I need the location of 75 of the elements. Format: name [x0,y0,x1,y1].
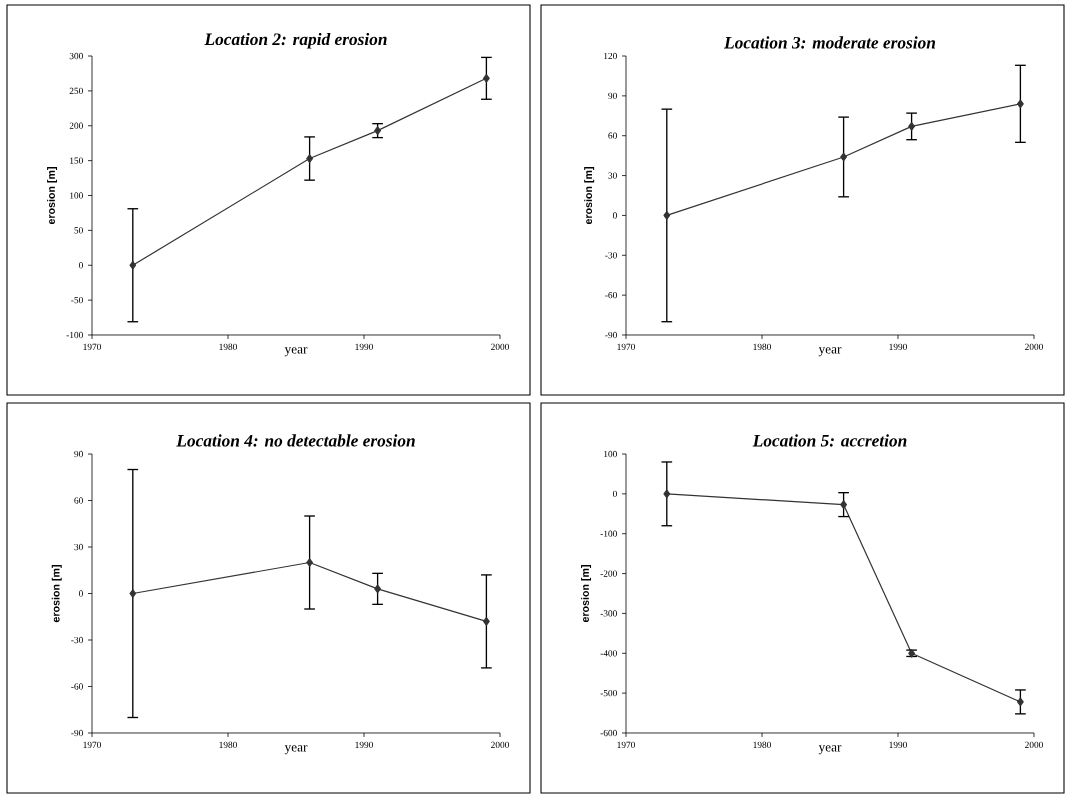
chart-title: Location 5: accretion [752,434,907,447]
y-tick-label: 50 [74,227,83,234]
y-tick-label: -30 [605,252,617,259]
point [1017,697,1024,707]
y-tick-label: -100 [66,331,83,339]
x-tick-label: 1970 [83,741,101,748]
x-tick-label: 1990 [355,741,373,748]
x-axis-title: year [818,745,842,755]
y-tick-label: -300 [600,610,617,617]
point [663,489,671,499]
point [129,260,137,270]
x-axis-title: year [284,745,308,755]
x-tick-label: 1990 [889,741,907,748]
x-tick-label: 2000 [491,741,509,748]
chart-title: Location 3: moderate erosion [723,36,936,49]
y-tick-label: -500 [600,689,617,697]
y-tick-label: -60 [71,683,83,690]
y-tick-label: 150 [70,157,83,164]
y-tick-label: 120 [604,52,617,60]
y-tick-label: -50 [71,296,83,304]
y-tick-label: 250 [69,87,83,95]
x-tick-label: 1980 [753,343,771,350]
y-tick-label: -30 [71,636,83,644]
y-tick-label: 300 [69,52,83,60]
x-tick-label: 2000 [491,343,509,350]
y-tick-label: 0 [612,490,617,497]
y-axis-title: erosion [m] [584,167,595,225]
chart-title: Location 4: no detectable erosion [176,434,415,447]
y-tick-label: 30 [74,543,83,551]
y-tick-label: -600 [600,729,617,737]
y-tick-label: 100 [604,450,617,458]
y-tick-label: 0 [78,262,83,269]
y-tick-label: 200 [69,122,83,129]
point [1017,99,1024,109]
chart-title: Location 2: rapid erosion [204,32,387,49]
point [663,211,671,220]
y-tick-label: -100 [600,530,617,537]
point [483,73,490,83]
x-tick-label: 1990 [355,343,373,350]
x-tick-label: 1990 [889,343,907,350]
x-tick-label: 1970 [83,343,101,350]
y-tick-label: -90 [605,331,617,339]
point [306,154,313,163]
point [129,589,137,598]
point [374,584,381,594]
x-tick-label: 2000 [1025,741,1043,748]
point [306,558,313,567]
y-tick-label: -400 [600,650,617,657]
point [908,122,915,131]
y-tick-label: 0 [612,212,617,219]
x-tick-label: 1970 [617,741,635,748]
y-tick-label: 90 [608,92,617,99]
y-axis-title: erosion [m] [581,565,592,623]
x-axis-title: year [818,347,842,357]
y-tick-label: 60 [74,497,83,504]
y-tick-label: -200 [600,570,617,577]
point [483,617,490,626]
point [840,152,847,162]
x-axis-title: year [284,347,308,357]
y-tick-label: 30 [608,172,617,179]
y-tick-label: -60 [605,291,617,299]
y-tick-label: 60 [608,132,617,139]
y-tick-label: 0 [78,590,83,597]
x-tick-label: 1980 [219,741,237,748]
y-axis-title: erosion [m] [51,565,62,623]
y-tick-label: 90 [74,450,83,458]
x-tick-label: 1970 [617,343,635,350]
y-axis-title: erosion [m] [47,167,58,225]
x-tick-label: 2000 [1025,343,1043,350]
y-tick-label: 100 [70,192,83,199]
point [908,648,915,658]
x-tick-label: 1980 [753,741,771,748]
x-tick-label: 1980 [219,343,237,350]
y-tick-label: -90 [71,729,83,737]
point [840,500,847,509]
